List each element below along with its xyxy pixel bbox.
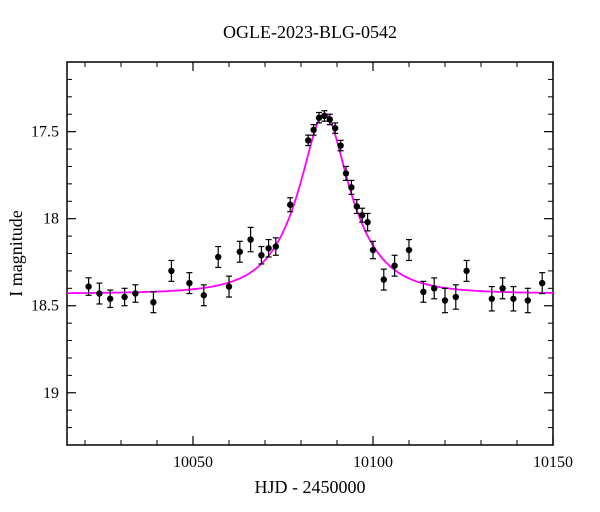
data-point	[442, 297, 448, 303]
data-point	[525, 297, 531, 303]
data-point	[305, 137, 311, 143]
data-point	[321, 113, 327, 119]
data-point	[359, 212, 365, 218]
x-axis-label: HJD - 2450000	[255, 477, 366, 497]
data-point	[391, 262, 397, 268]
data-point	[287, 202, 293, 208]
chart-title: OGLE-2023-BLG-0542	[223, 22, 397, 42]
data-point	[265, 245, 271, 251]
data-point	[332, 125, 338, 131]
svg-text:10150: 10150	[533, 454, 573, 471]
data-point	[237, 249, 243, 255]
data-point	[364, 219, 370, 225]
data-point	[258, 252, 264, 258]
data-point	[420, 289, 426, 295]
data-point	[327, 116, 333, 122]
data-point	[132, 290, 138, 296]
svg-text:17.5: 17.5	[31, 124, 59, 141]
data-point	[431, 285, 437, 291]
svg-text:19: 19	[43, 385, 59, 402]
data-point	[510, 296, 516, 302]
y-axis-label: I magnitude	[6, 210, 26, 296]
data-point	[463, 268, 469, 274]
data-point	[121, 294, 127, 300]
light-curve-chart: 10050 10100 10150 17.5 18 18.5 19 OGLE-2023-BLG…	[0, 0, 600, 512]
data-point	[489, 296, 495, 302]
data-point	[354, 203, 360, 209]
data-point	[85, 283, 91, 289]
data-point	[406, 247, 412, 253]
data-point	[150, 299, 156, 305]
data-point	[273, 243, 279, 249]
data-point	[168, 268, 174, 274]
data-point	[186, 280, 192, 286]
data-point	[348, 184, 354, 190]
data-point	[499, 285, 505, 291]
data-point	[96, 290, 102, 296]
data-point	[107, 296, 113, 302]
svg-text:18.5: 18.5	[31, 298, 59, 315]
svg-text:18: 18	[43, 211, 59, 228]
data-point	[247, 236, 253, 242]
data-point	[201, 292, 207, 298]
data-point	[539, 280, 545, 286]
data-point	[215, 254, 221, 260]
svg-text:10100: 10100	[353, 454, 393, 471]
data-point	[343, 170, 349, 176]
data-point	[337, 142, 343, 148]
plot-svg: 10050 10100 10150 17.5 18 18.5 19 OGLE-2023-BLG…	[0, 0, 600, 512]
data-point	[226, 283, 232, 289]
data-point	[453, 294, 459, 300]
data-point	[310, 127, 316, 133]
data-point	[381, 276, 387, 282]
data-point	[370, 247, 376, 253]
svg-text:10050: 10050	[173, 454, 213, 471]
